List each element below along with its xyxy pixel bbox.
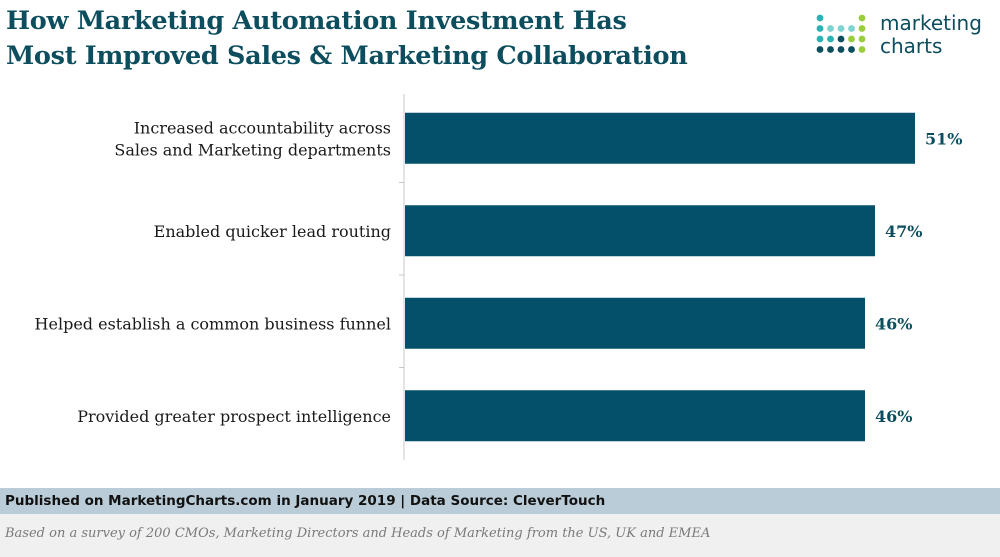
category-label-line: Helped establish a common business funne…: [35, 314, 391, 333]
bar: [405, 390, 865, 442]
category-label: Enabled quicker lead routing: [154, 222, 391, 241]
footer-survey-note: Based on a survey of 200 CMOs, Marketing…: [0, 514, 1000, 557]
logo-dot: [827, 46, 834, 53]
bar-value-label: 51%: [925, 129, 962, 148]
logo-dot: [816, 46, 824, 53]
logo-text-line-1: marketing: [880, 11, 982, 35]
bar: [405, 297, 865, 349]
category-label: Provided greater prospect intelligence: [77, 407, 391, 426]
logo-dot: [858, 35, 866, 43]
category-label-line: Provided greater prospect intelligence: [77, 407, 391, 426]
bar-value-label: 46%: [875, 314, 912, 333]
footer-source-bar: Published on MarketingCharts.com in Janu…: [0, 488, 1000, 514]
bar: [405, 112, 915, 164]
bar-value-label: 47%: [885, 222, 922, 241]
logo-dot: [858, 25, 866, 32]
marketingcharts-logo: marketing charts: [816, 12, 1000, 60]
category-label-line: Sales and Marketing departments: [114, 140, 391, 159]
logo-dot: [837, 46, 845, 53]
logo-dot: [837, 25, 845, 32]
chart-title-line-1: How Marketing Automation Investment Has: [6, 6, 627, 36]
category-label: Helped establish a common business funne…: [35, 314, 391, 333]
logo-dot: [827, 35, 834, 43]
logo-wordmark: marketing charts: [880, 12, 982, 58]
bar: [405, 205, 875, 257]
logo-dot: [827, 25, 834, 32]
logo-text-line-2: charts: [880, 34, 943, 58]
category-label-line: Increased accountability across: [134, 118, 391, 137]
category-label-line: Enabled quicker lead routing: [154, 222, 391, 241]
logo-dot: [837, 35, 845, 43]
logo-dot: [816, 25, 824, 32]
logo-dot: [858, 46, 866, 53]
category-label: Increased accountability across Sales and…: [114, 118, 391, 159]
logo-dot: [858, 14, 866, 22]
chart-title-line-2: Most Improved Sales & Marketing Collabor…: [6, 41, 688, 71]
logo-dot: [848, 35, 855, 43]
bar-chart: 51% Increased accountability across Sales …: [35, 94, 962, 460]
bar-value-label: 46%: [875, 407, 912, 426]
logo-dot: [816, 35, 824, 43]
chart-title: How Marketing Automation Investment Has …: [6, 4, 786, 74]
logo-dots-icon: [816, 14, 866, 53]
logo-dot: [848, 46, 855, 53]
logo-dot: [848, 25, 855, 32]
logo-dot: [816, 14, 824, 22]
